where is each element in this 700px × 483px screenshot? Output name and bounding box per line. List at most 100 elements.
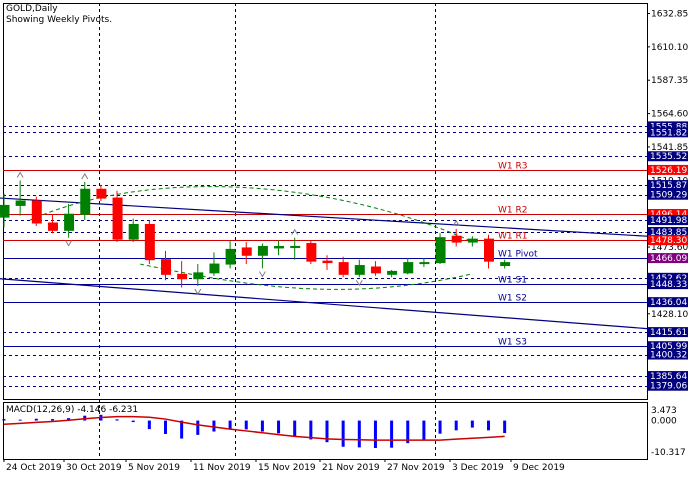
macd-bar bbox=[325, 420, 329, 443]
candle-body bbox=[257, 245, 268, 256]
y-tick-label: 1564.60 bbox=[651, 110, 688, 120]
price-level-tag-label: 1535.52 bbox=[650, 152, 687, 162]
macd-bar bbox=[147, 420, 151, 430]
macd-bar bbox=[244, 420, 248, 430]
macd-bar bbox=[406, 420, 410, 444]
macd-bar bbox=[260, 420, 264, 432]
x-tick-label: 27 Nov 2019 bbox=[387, 463, 445, 473]
candle-body bbox=[96, 188, 107, 199]
candle-body bbox=[225, 248, 236, 265]
price-level-tag-label: 1491.98 bbox=[650, 216, 687, 226]
price-level-tag bbox=[648, 253, 688, 264]
macd-bar bbox=[34, 418, 38, 421]
fractal-up-marker bbox=[452, 219, 460, 227]
pivot-label: W1 R2 bbox=[498, 206, 527, 216]
candle-body bbox=[354, 265, 365, 275]
fractal-up-marker bbox=[81, 172, 89, 180]
candle-body bbox=[0, 204, 10, 218]
candle-body bbox=[370, 266, 381, 274]
candle-body bbox=[209, 263, 220, 274]
x-tick-label: 11 Nov 2019 bbox=[193, 463, 251, 473]
y-tick-label: 1610.10 bbox=[651, 43, 688, 53]
price-level-tag-label: 1509.29 bbox=[650, 191, 687, 201]
price-level-tag-label: 1478.30 bbox=[650, 236, 687, 246]
price-level-tag-label: 1452.62 bbox=[650, 274, 687, 284]
candle-body bbox=[64, 213, 75, 231]
price-level-tag-label: 1496.14 bbox=[650, 210, 687, 220]
y-tick-label: 1473.60 bbox=[651, 243, 688, 253]
candle-body bbox=[161, 259, 171, 275]
price-level-tag-label: 1400.32 bbox=[650, 351, 687, 361]
candle-body bbox=[419, 262, 430, 265]
price-level-tag-label: 1551.82 bbox=[650, 128, 687, 138]
macd-bar bbox=[470, 420, 474, 428]
x-tick-label: 5 Nov 2019 bbox=[128, 463, 180, 473]
x-tick-label: 21 Nov 2019 bbox=[322, 463, 380, 473]
macd-bar bbox=[438, 420, 442, 434]
price-level-tag-label: 1405.99 bbox=[650, 342, 687, 352]
macd-bar bbox=[422, 420, 426, 441]
price-level-tag-label: 1448.33 bbox=[650, 280, 687, 290]
y-tick-label: 1632.85 bbox=[651, 9, 688, 19]
candle-body bbox=[500, 262, 511, 267]
candle-body bbox=[144, 223, 155, 261]
x-tick-label: 15 Nov 2019 bbox=[258, 463, 316, 473]
macd-bar bbox=[50, 419, 54, 421]
chart-subtitle: Showing Weekly Pivots. bbox=[6, 15, 113, 25]
y-tick-label: 1587.35 bbox=[651, 76, 688, 86]
candle-body bbox=[241, 247, 252, 256]
price-level-tag bbox=[648, 327, 688, 338]
macd-bar bbox=[228, 420, 232, 430]
envelope-lower bbox=[139, 263, 471, 290]
price-level-tag bbox=[648, 151, 688, 162]
price-level-tag-label: 1526.19 bbox=[650, 166, 687, 176]
price-level-tag bbox=[648, 279, 688, 290]
macd-bar bbox=[131, 420, 135, 423]
price-level-tag bbox=[648, 180, 688, 191]
fractal-up-marker bbox=[16, 171, 24, 178]
macd-bar bbox=[18, 419, 22, 421]
candle-body bbox=[274, 245, 285, 249]
price-level-tag-label: 1436.04 bbox=[650, 298, 687, 308]
pivot-label: W1 Pivot bbox=[498, 250, 538, 260]
envelope-upper bbox=[29, 186, 471, 242]
candle-body bbox=[112, 197, 123, 240]
price-level-tag bbox=[648, 380, 688, 391]
candle-body bbox=[80, 188, 91, 215]
macd-bar bbox=[309, 420, 313, 440]
price-level-tag-label: 1379.06 bbox=[650, 382, 687, 392]
fractal-down-marker bbox=[355, 280, 363, 287]
price-level-tag bbox=[648, 127, 688, 138]
candle-body bbox=[290, 245, 301, 248]
price-level-tag bbox=[648, 164, 688, 175]
chart-symbol-title: GOLD,Daily bbox=[6, 4, 58, 14]
macd-tick-label: 0.000 bbox=[651, 417, 677, 427]
candle-body bbox=[31, 200, 42, 224]
macd-bar bbox=[212, 420, 216, 432]
pivot-label: W1 S2 bbox=[498, 294, 527, 304]
macd-bar bbox=[67, 418, 71, 421]
macd-bar bbox=[2, 419, 6, 421]
candle-body bbox=[484, 238, 494, 262]
macd-bar bbox=[196, 420, 200, 435]
candle-body bbox=[451, 235, 462, 243]
candle-body bbox=[435, 237, 446, 264]
price-level-tag bbox=[648, 208, 688, 219]
pivot-label: W1 S1 bbox=[498, 276, 527, 286]
y-tick-label: 1428.10 bbox=[651, 310, 688, 320]
macd-title: MACD(12,26,9) -4.146 -6.231 bbox=[6, 405, 139, 415]
macd-bar bbox=[164, 420, 167, 434]
macd-bar bbox=[357, 420, 361, 448]
candle-body bbox=[387, 270, 398, 275]
price-level-tag-label: 1515.87 bbox=[650, 181, 687, 191]
candle-body bbox=[467, 238, 478, 243]
macd-tick-label: -10.317 bbox=[651, 448, 686, 458]
macd-bar bbox=[487, 420, 490, 431]
price-level-tag-label: 1385.64 bbox=[650, 372, 687, 382]
price-level-tag-label: 1415.61 bbox=[650, 328, 687, 338]
macd-bar bbox=[293, 420, 297, 437]
price-level-tag bbox=[648, 227, 688, 238]
price-level-tag bbox=[648, 297, 688, 308]
